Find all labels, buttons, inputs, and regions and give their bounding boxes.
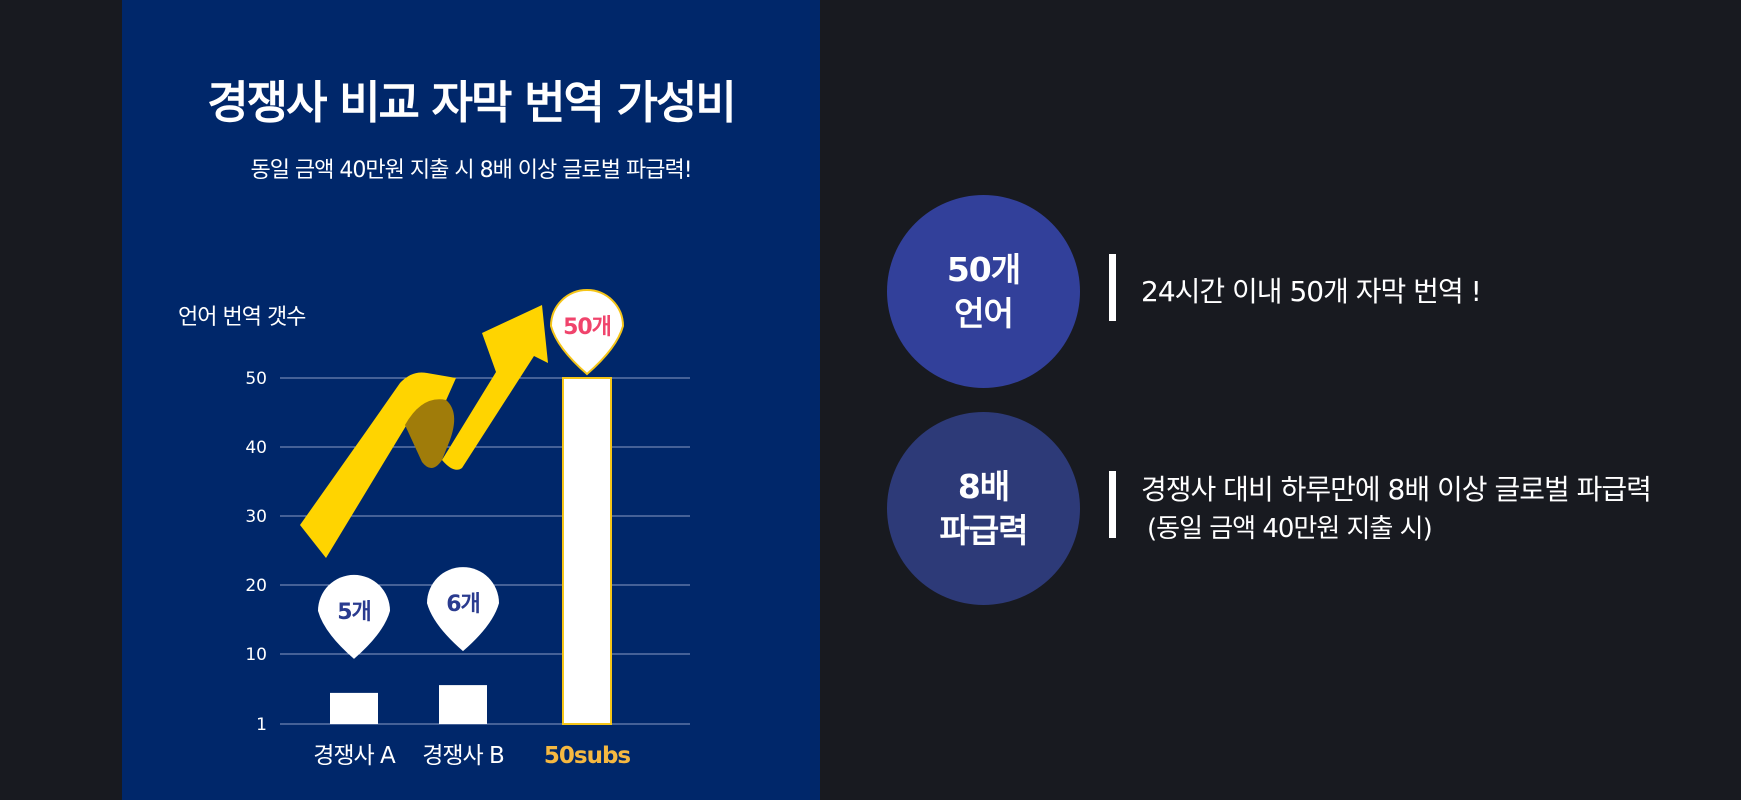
arrow-head: [442, 305, 548, 470]
data-label-pin: [549, 289, 625, 376]
arrow-shape: [300, 372, 456, 558]
stat-description: 24시간 이내 50개 자막 번역 !: [1141, 275, 1482, 308]
category-label: 경쟁사 B: [422, 743, 504, 769]
y-tick-label: 10: [245, 645, 267, 665]
stat-value: 50개: [946, 249, 1021, 289]
stat-description: 경쟁사 대비 하루만에 8배 이상 글로벌 파급력: [1141, 473, 1652, 506]
y-axis-label: 언어 번역 갯수: [178, 305, 306, 330]
stat-value: 8배: [957, 466, 1010, 506]
bar: [330, 692, 378, 724]
divider-bar: [1109, 471, 1116, 538]
divider-bar: [1109, 254, 1116, 321]
y-tick-label: 30: [245, 507, 267, 527]
panel-title: 경쟁사 비교 자막 번역 가성비: [207, 76, 736, 129]
category-label: 경쟁사 A: [313, 743, 396, 769]
data-label: 6개: [446, 592, 480, 617]
comparison-panel: 경쟁사 비교 자막 번역 가성비 동일 금액 40만원 지출 시 8배 이상 글…: [122, 0, 820, 800]
data-label-pin: [427, 567, 499, 652]
data-label: 5개: [337, 600, 371, 625]
y-tick-label: 20: [245, 576, 267, 596]
bar: [439, 685, 487, 724]
stat-circle-languages: 50개 언어: [887, 195, 1080, 388]
y-tick-label: 1: [256, 715, 267, 735]
stat-circle-impact: 8배 파급력: [887, 412, 1080, 605]
stat-note: (동일 금액 40만원 지출 시): [1147, 514, 1433, 544]
y-tick-label: 50: [245, 369, 267, 389]
category-label: 50subs: [544, 743, 631, 769]
arrow-fold: [405, 399, 455, 469]
stat-label: 언어: [954, 293, 1014, 333]
panel-subtitle: 동일 금액 40만원 지출 시 8배 이상 글로벌 파급력!: [250, 158, 692, 183]
data-label: 50개: [563, 315, 611, 340]
stat-label: 파급력: [939, 510, 1028, 550]
data-label-pin: [318, 574, 390, 659]
bar: [562, 377, 612, 725]
y-tick-label: 40: [245, 438, 267, 458]
